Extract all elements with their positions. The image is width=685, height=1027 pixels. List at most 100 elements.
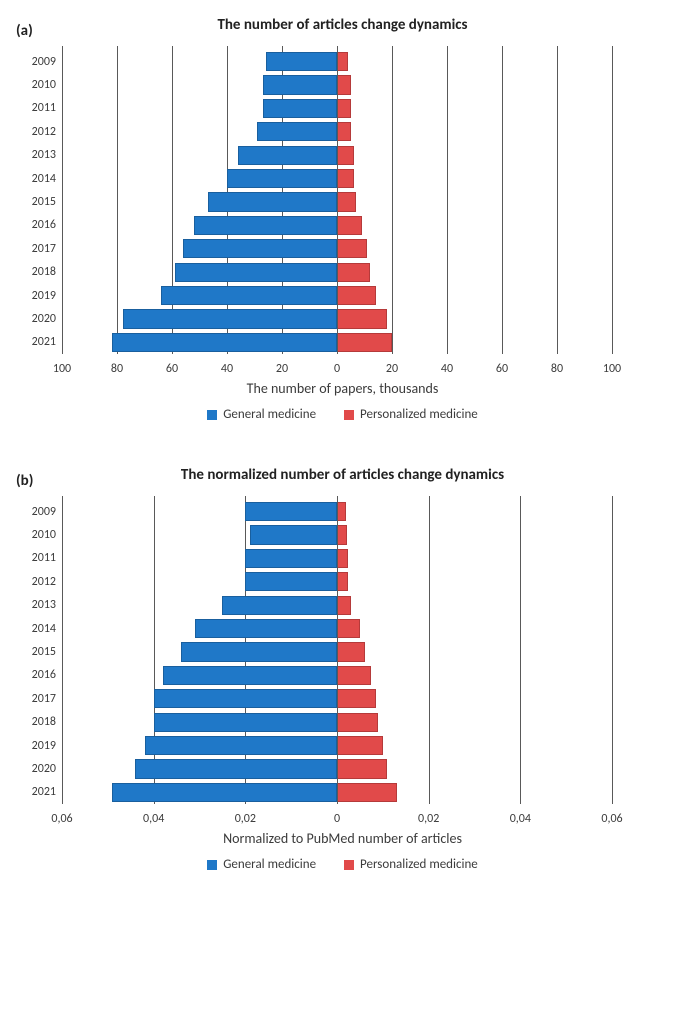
chart-b-legend-swatch-general	[207, 860, 217, 870]
chart-b-bar-personalized	[337, 713, 378, 732]
chart-b-x-axis-label: Normalized to PubMed number of articles	[10, 830, 675, 847]
chart-a-y-tick-label: 2017	[32, 242, 62, 256]
chart-b-y-tick-label: 2011	[32, 551, 62, 565]
chart-a-bar-personalized	[337, 99, 351, 118]
chart-a-bar-general	[194, 216, 337, 235]
chart-b-bar-personalized	[337, 619, 360, 638]
chart-a-bar-personalized	[337, 333, 392, 352]
chart-a-bar-general	[123, 309, 338, 328]
chart-a-x-axis-label: The number of papers, thousands	[10, 380, 675, 397]
chart-b-y-tick-label: 2009	[32, 505, 62, 519]
chart-a-y-tick-label: 2012	[32, 125, 62, 139]
chart-b-legend-label-personalized: Personalized medicine	[360, 857, 478, 872]
chart-b-legend-item-personalized: Personalized medicine	[344, 857, 478, 872]
chart-a-legend-item-general: General medicine	[207, 407, 316, 422]
chart-a-y-tick-label: 2009	[32, 55, 62, 69]
chart-b-x-tick-label: 0,06	[601, 812, 622, 826]
chart-a-bar-personalized	[337, 216, 362, 235]
chart-a-bar-general	[208, 192, 337, 211]
chart-a-zero-line	[337, 46, 338, 354]
chart-a-x-tick-label: 60	[166, 362, 178, 376]
chart-a-x-tick-label: 60	[496, 362, 508, 376]
chart-a-bar-general	[257, 122, 337, 141]
chart-b-bar-personalized	[337, 666, 371, 685]
chart-b-y-tick-label: 2012	[32, 575, 62, 589]
chart-a-y-tick-label: 2016	[32, 218, 62, 232]
chart-a-bar-general	[263, 99, 337, 118]
chart-b-bar-general	[163, 666, 337, 685]
chart-a-gridline	[612, 46, 613, 354]
chart-a-y-tick-label: 2010	[32, 78, 62, 92]
chart-b-bar-general	[195, 619, 337, 638]
chart-b-bar-general	[222, 596, 337, 615]
chart-a-bar-personalized	[337, 52, 348, 71]
chart-a-legend-label-personalized: Personalized medicine	[360, 407, 478, 422]
chart-a-y-tick-label: 2015	[32, 195, 62, 209]
chart-b-x-tick-label: 0,02	[235, 812, 256, 826]
chart-a-y-tick-label: 2018	[32, 265, 62, 279]
chart-b-x-tick-label: 0,06	[51, 812, 72, 826]
chart-b-zero-line	[337, 496, 338, 804]
chart-b-legend: General medicine Personalized medicine	[10, 857, 675, 872]
chart-b-plot-area: 0,060,040,0200,020,040,06200920102011201…	[62, 496, 612, 826]
chart-a-legend: General medicine Personalized medicine	[10, 407, 675, 422]
chart-b-plot: 0,060,040,0200,020,040,06200920102011201…	[62, 496, 612, 826]
chart-a-y-tick-label: 2011	[32, 101, 62, 115]
chart-b-bar-general	[245, 549, 337, 568]
chart-a-x-tick-label: 100	[603, 362, 621, 376]
chart-a-bar-personalized	[337, 309, 387, 328]
chart-a-x-tick-label: 20	[386, 362, 398, 376]
chart-a-title: The number of articles change dynamics	[10, 16, 675, 34]
chart-a-bar-personalized	[337, 263, 370, 282]
chart-a-bar-general	[112, 333, 338, 352]
chart-b-legend-label-general: General medicine	[223, 857, 316, 872]
chart-b-bar-personalized	[337, 759, 387, 778]
chart-b-y-tick-label: 2016	[32, 668, 62, 682]
chart-b-bar-personalized	[337, 525, 347, 544]
chart-b-bar-personalized	[337, 642, 365, 661]
chart-b-y-tick-label: 2013	[32, 598, 62, 612]
chart-b-bar-personalized	[337, 596, 351, 615]
chart-b-y-tick-label: 2018	[32, 715, 62, 729]
chart-a-x-tick-label: 20	[276, 362, 288, 376]
chart-a-y-tick-label: 2014	[32, 172, 62, 186]
chart-a-bar-personalized	[337, 239, 367, 258]
chart-b-y-tick-label: 2019	[32, 739, 62, 753]
chart-a-bar-general	[263, 75, 337, 94]
chart-b-bar-general	[250, 525, 337, 544]
chart-a-plot: 1008060402002040608010020092010201120122…	[62, 46, 612, 376]
chart-a-bar-personalized	[337, 169, 354, 188]
chart-a-y-tick-label: 2020	[32, 312, 62, 326]
chart-a-bar-general	[227, 169, 337, 188]
panel-b-label: (b)	[16, 472, 33, 490]
chart-b-y-tick-label: 2021	[32, 785, 62, 799]
chart-a-bar-general	[183, 239, 337, 258]
chart-b-title: The normalized number of articles change…	[123, 466, 563, 484]
chart-a-bar-general	[238, 146, 337, 165]
chart-a-y-tick-label: 2013	[32, 148, 62, 162]
chart-a-x-tick-label: 40	[441, 362, 453, 376]
chart-b-x-tick-label: 0,04	[510, 812, 531, 826]
chart-b-bar-personalized	[337, 549, 348, 568]
chart-b-bar-personalized	[337, 689, 376, 708]
chart-a-legend-label-general: General medicine	[223, 407, 316, 422]
chart-a-legend-swatch-personalized	[344, 410, 354, 420]
chart-b-bar-general	[245, 572, 337, 591]
chart-b-bar-general	[154, 713, 337, 732]
chart-b-y-tick-label: 2014	[32, 622, 62, 636]
page: (a) The number of articles change dynami…	[0, 0, 685, 884]
chart-b-bar-general	[145, 736, 338, 755]
chart-b-bar-personalized	[337, 502, 346, 521]
panel-a: (a) The number of articles change dynami…	[10, 16, 675, 422]
chart-b-bar-personalized	[337, 572, 348, 591]
chart-a-x-tick-label: 100	[53, 362, 71, 376]
panel-spacer	[10, 422, 675, 458]
chart-a-x-tick-label: 80	[551, 362, 563, 376]
chart-b-bar-general	[245, 502, 337, 521]
chart-a-bar-general	[161, 286, 337, 305]
chart-b-bar-general	[112, 783, 337, 802]
chart-b-x-tick-label: 0,04	[143, 812, 164, 826]
chart-b-bar-personalized	[337, 783, 397, 802]
chart-b-legend-item-general: General medicine	[207, 857, 316, 872]
chart-a-bar-personalized	[337, 286, 376, 305]
